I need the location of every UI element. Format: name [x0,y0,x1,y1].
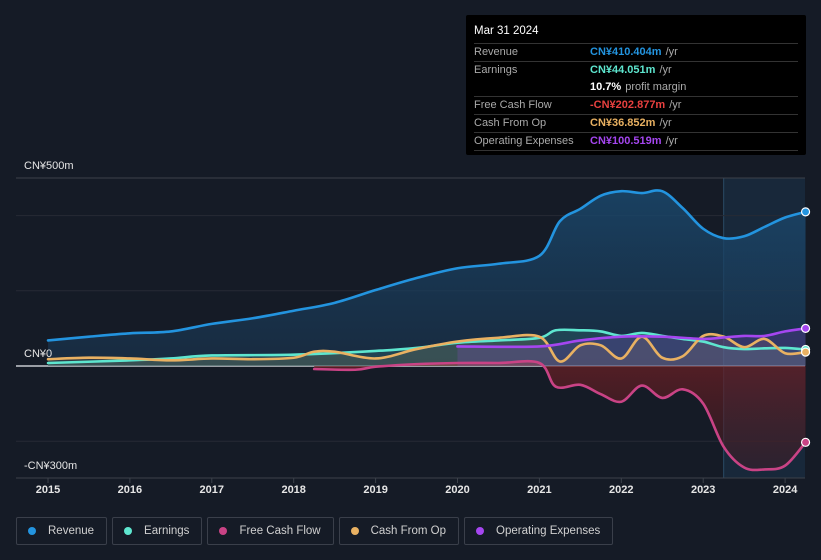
tooltip-unit: /yr [665,46,678,58]
operating-expenses-line [456,327,807,349]
tooltip-label [474,79,590,96]
x-tick-label: 2018 [281,484,306,496]
x-tick-label: 2019 [363,484,388,496]
tooltip-label: Cash From Op [474,117,547,129]
tooltip-row-fcf: Free Cash Flow -CN¥202.877m /yr [474,96,798,114]
legend-label: Cash From Op [370,525,447,537]
cash-from-op-line [46,332,807,363]
x-tick-label: 2022 [609,484,634,496]
tooltip-label: Revenue [474,46,519,58]
free-cash-flow-line [312,359,807,472]
operating-expenses-dot-icon [476,527,485,535]
tooltip-value: CN¥410.404m [590,46,662,58]
legend-item-earnings[interactable]: Earnings [112,517,203,545]
tooltip-label: Free Cash Flow [474,99,552,111]
y-tick-label-zero: CN¥0 [24,348,53,360]
x-tick-label: 2021 [527,484,552,496]
legend-item-cash-from-op[interactable]: Cash From Op [338,517,460,545]
y-tick-label-bottom: -CN¥300m [24,460,78,472]
tooltip-label: Earnings [474,64,518,76]
legend-item-free-cash-flow[interactable]: Free Cash Flow [207,517,334,545]
legend-label: Revenue [48,525,95,537]
cash-from-op-dot-icon [350,527,359,535]
tooltip-panel: Mar 31 2024 Revenue CN¥410.404m /yr Earn… [466,15,806,155]
tooltip-label: Operating Expenses [474,135,574,147]
earnings-dot-icon [124,527,133,535]
legend-label: Earnings [144,525,190,537]
tooltip-value: 10.7% [590,81,622,93]
tooltip-row-revenue: Revenue CN¥410.404m /yr [474,43,798,61]
x-tick-label: 2024 [772,484,798,496]
tooltip-unit: /yr [659,64,672,76]
tooltip-value: CN¥100.519m [590,135,662,147]
tooltip-date: Mar 31 2024 [474,25,539,37]
tooltip-unit: /yr [659,117,672,129]
x-tick-label: 2020 [445,484,470,496]
revenue-dot-icon [28,527,36,535]
x-tick-label: 2015 [35,484,61,496]
tooltip-value: -CN¥202.877m [590,99,666,111]
legend: Revenue Earnings Free Cash Flow Cash Fro… [16,517,614,545]
tooltip-value: CN¥36.852m [590,117,656,129]
legend-label: Operating Expenses [496,525,601,537]
tooltip-row-margin: 10.7% profit margin [474,79,798,96]
chart-canvas [16,177,811,483]
tooltip-value: CN¥44.051m [590,64,656,76]
revenue-end-marker [800,207,811,217]
free-cash-flow-end-marker [800,437,811,447]
legend-label: Free Cash Flow [239,525,321,537]
tooltip-row-cfo: Cash From Op CN¥36.852m /yr [474,114,798,132]
legend-item-revenue[interactable]: Revenue [16,517,108,545]
revenue-line [46,189,807,342]
free-cash-flow-dot-icon [219,527,228,535]
legend-item-operating-expenses[interactable]: Operating Expenses [464,517,614,545]
tooltip-unit: profit margin [625,81,687,93]
tooltip-row-opex: Operating Expenses CN¥100.519m /yr [474,132,798,151]
cash-from-op-end-marker [800,347,811,357]
tooltip-unit: /yr [669,99,682,111]
x-tick-label: 2023 [690,484,716,496]
x-tick-label: 2016 [117,484,143,496]
tooltip-row-earnings: Earnings CN¥44.051m /yr [474,61,798,79]
tooltip-unit: /yr [665,135,678,147]
revenue-area [48,190,806,366]
operating-expenses-end-marker [800,323,811,333]
free-cash-flow-area [314,361,806,470]
earnings-line [46,328,807,365]
y-tick-label-top: CN¥500m [24,160,74,172]
x-tick-label: 2017 [199,484,225,496]
